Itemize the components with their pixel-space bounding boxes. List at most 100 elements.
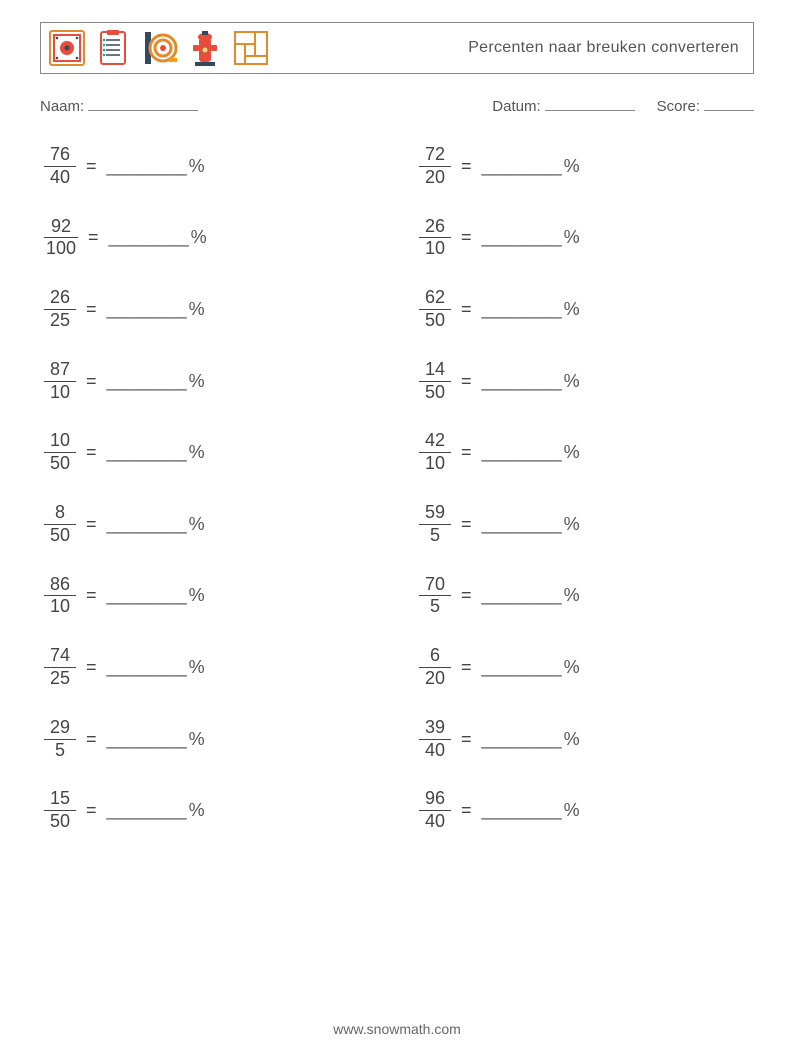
- fraction: 7640: [44, 145, 76, 188]
- numerator: 92: [49, 217, 73, 237]
- percent-sign: %: [564, 800, 580, 821]
- percent-sign: %: [564, 227, 580, 248]
- equals-sign: =: [86, 657, 97, 678]
- answer-blank[interactable]: ________: [107, 657, 187, 678]
- fraction: 92100: [44, 217, 78, 260]
- problem-right-9: 9640=________%: [419, 789, 754, 832]
- name-label: Naam:: [40, 98, 84, 115]
- numerator: 6: [428, 646, 442, 666]
- denominator: 40: [48, 168, 72, 188]
- denominator: 50: [48, 454, 72, 474]
- percent-sign: %: [564, 729, 580, 750]
- answer-blank[interactable]: ________: [107, 729, 187, 750]
- denominator: 40: [423, 741, 447, 761]
- fraction: 850: [44, 503, 76, 546]
- answer-blank[interactable]: ________: [482, 227, 562, 248]
- numerator: 96: [423, 789, 447, 809]
- numerator: 72: [423, 145, 447, 165]
- percent-sign: %: [191, 227, 207, 248]
- answer-blank[interactable]: ________: [107, 442, 187, 463]
- equals-sign: =: [461, 729, 472, 750]
- fraction: 295: [44, 718, 76, 761]
- problem-right-8: 39 40 = ________%: [419, 718, 754, 761]
- info-row: Naam: Datum: Score:: [40, 96, 754, 115]
- denominator: 20: [423, 168, 447, 188]
- problem-left-1: 92100 = ________%: [44, 217, 379, 260]
- percent-sign: %: [564, 442, 580, 463]
- fraction: 7425: [44, 646, 76, 689]
- answer-blank[interactable]: ________: [107, 371, 187, 392]
- answer-blank[interactable]: ________: [482, 442, 562, 463]
- equals-sign: =: [461, 442, 472, 463]
- worksheet-title: Percenten naar breuken converteren: [468, 39, 739, 57]
- date-blank[interactable]: [545, 96, 635, 111]
- percent-sign: %: [189, 657, 205, 678]
- problem-right-3: 1450=________%: [419, 360, 754, 403]
- fraction: 7220: [419, 145, 451, 188]
- percent-sign: %: [564, 657, 580, 678]
- numerator: 14: [423, 360, 447, 380]
- denominator: 50: [423, 383, 447, 403]
- answer-blank[interactable]: ________: [482, 800, 562, 821]
- problem-left-0: 7640 = ________%: [44, 145, 379, 188]
- percent-sign: %: [189, 299, 205, 320]
- problem-left-2: 2625=________%: [44, 288, 379, 331]
- answer-blank[interactable]: ________: [107, 156, 187, 177]
- worksheet-page: Percenten naar breuken converteren Naam:…: [0, 0, 794, 1053]
- denominator: 10: [48, 597, 72, 617]
- answer-blank[interactable]: ________: [482, 729, 562, 750]
- fraction: 8710: [44, 360, 76, 403]
- problem-left-4: 1050=________%: [44, 431, 379, 474]
- numerator: 39: [423, 718, 447, 738]
- numerator: 62: [423, 288, 447, 308]
- equals-sign: =: [461, 657, 472, 678]
- answer-blank[interactable]: ________: [107, 514, 187, 535]
- denominator: 5: [428, 597, 442, 617]
- equals-sign: =: [461, 156, 472, 177]
- fraction: 4210: [419, 431, 451, 474]
- denominator: 10: [423, 239, 447, 259]
- fraction: 595: [419, 503, 451, 546]
- problems-grid: 7640=________%7220=________%92100=______…: [40, 145, 754, 832]
- equals-sign: =: [86, 729, 97, 750]
- name-blank[interactable]: [88, 96, 198, 111]
- fraction: 9640: [419, 789, 451, 832]
- answer-blank[interactable]: ________: [107, 585, 187, 606]
- fraction: 6250: [419, 288, 451, 331]
- equals-sign: =: [88, 227, 99, 248]
- answer-blank[interactable]: ________: [107, 299, 187, 320]
- answer-blank[interactable]: ________: [107, 800, 187, 821]
- fraction: 1550: [44, 789, 76, 832]
- score-field: Score:: [657, 96, 754, 115]
- denominator: 25: [48, 669, 72, 689]
- equals-sign: =: [86, 156, 97, 177]
- problem-right-1: 2610=________%: [419, 217, 754, 260]
- problem-right-4: 4210 = ________%: [419, 431, 754, 474]
- denominator: 10: [423, 454, 447, 474]
- answer-blank[interactable]: ________: [482, 514, 562, 535]
- answer-blank[interactable]: ________: [482, 585, 562, 606]
- hydrant-icon: [185, 28, 225, 68]
- fraction: 1450: [419, 360, 451, 403]
- percent-sign: %: [189, 156, 205, 177]
- blueprint-icon: [231, 28, 271, 68]
- answer-blank[interactable]: ________: [482, 657, 562, 678]
- checklist-icon: [93, 28, 133, 68]
- percent-sign: %: [564, 156, 580, 177]
- answer-blank[interactable]: ________: [482, 371, 562, 392]
- equals-sign: =: [86, 514, 97, 535]
- answer-blank[interactable]: ________: [109, 227, 189, 248]
- percent-sign: %: [564, 299, 580, 320]
- problem-right-5: 595=________%: [419, 503, 754, 546]
- answer-blank[interactable]: ________: [482, 299, 562, 320]
- denominator: 50: [48, 812, 72, 832]
- denominator: 50: [423, 311, 447, 331]
- problem-left-8: 295=________%: [44, 718, 379, 761]
- numerator: 29: [48, 718, 72, 738]
- numerator: 86: [48, 575, 72, 595]
- percent-sign: %: [189, 442, 205, 463]
- score-blank[interactable]: [704, 96, 754, 111]
- answer-blank[interactable]: ________: [482, 156, 562, 177]
- safe-icon: [47, 28, 87, 68]
- percent-sign: %: [189, 585, 205, 606]
